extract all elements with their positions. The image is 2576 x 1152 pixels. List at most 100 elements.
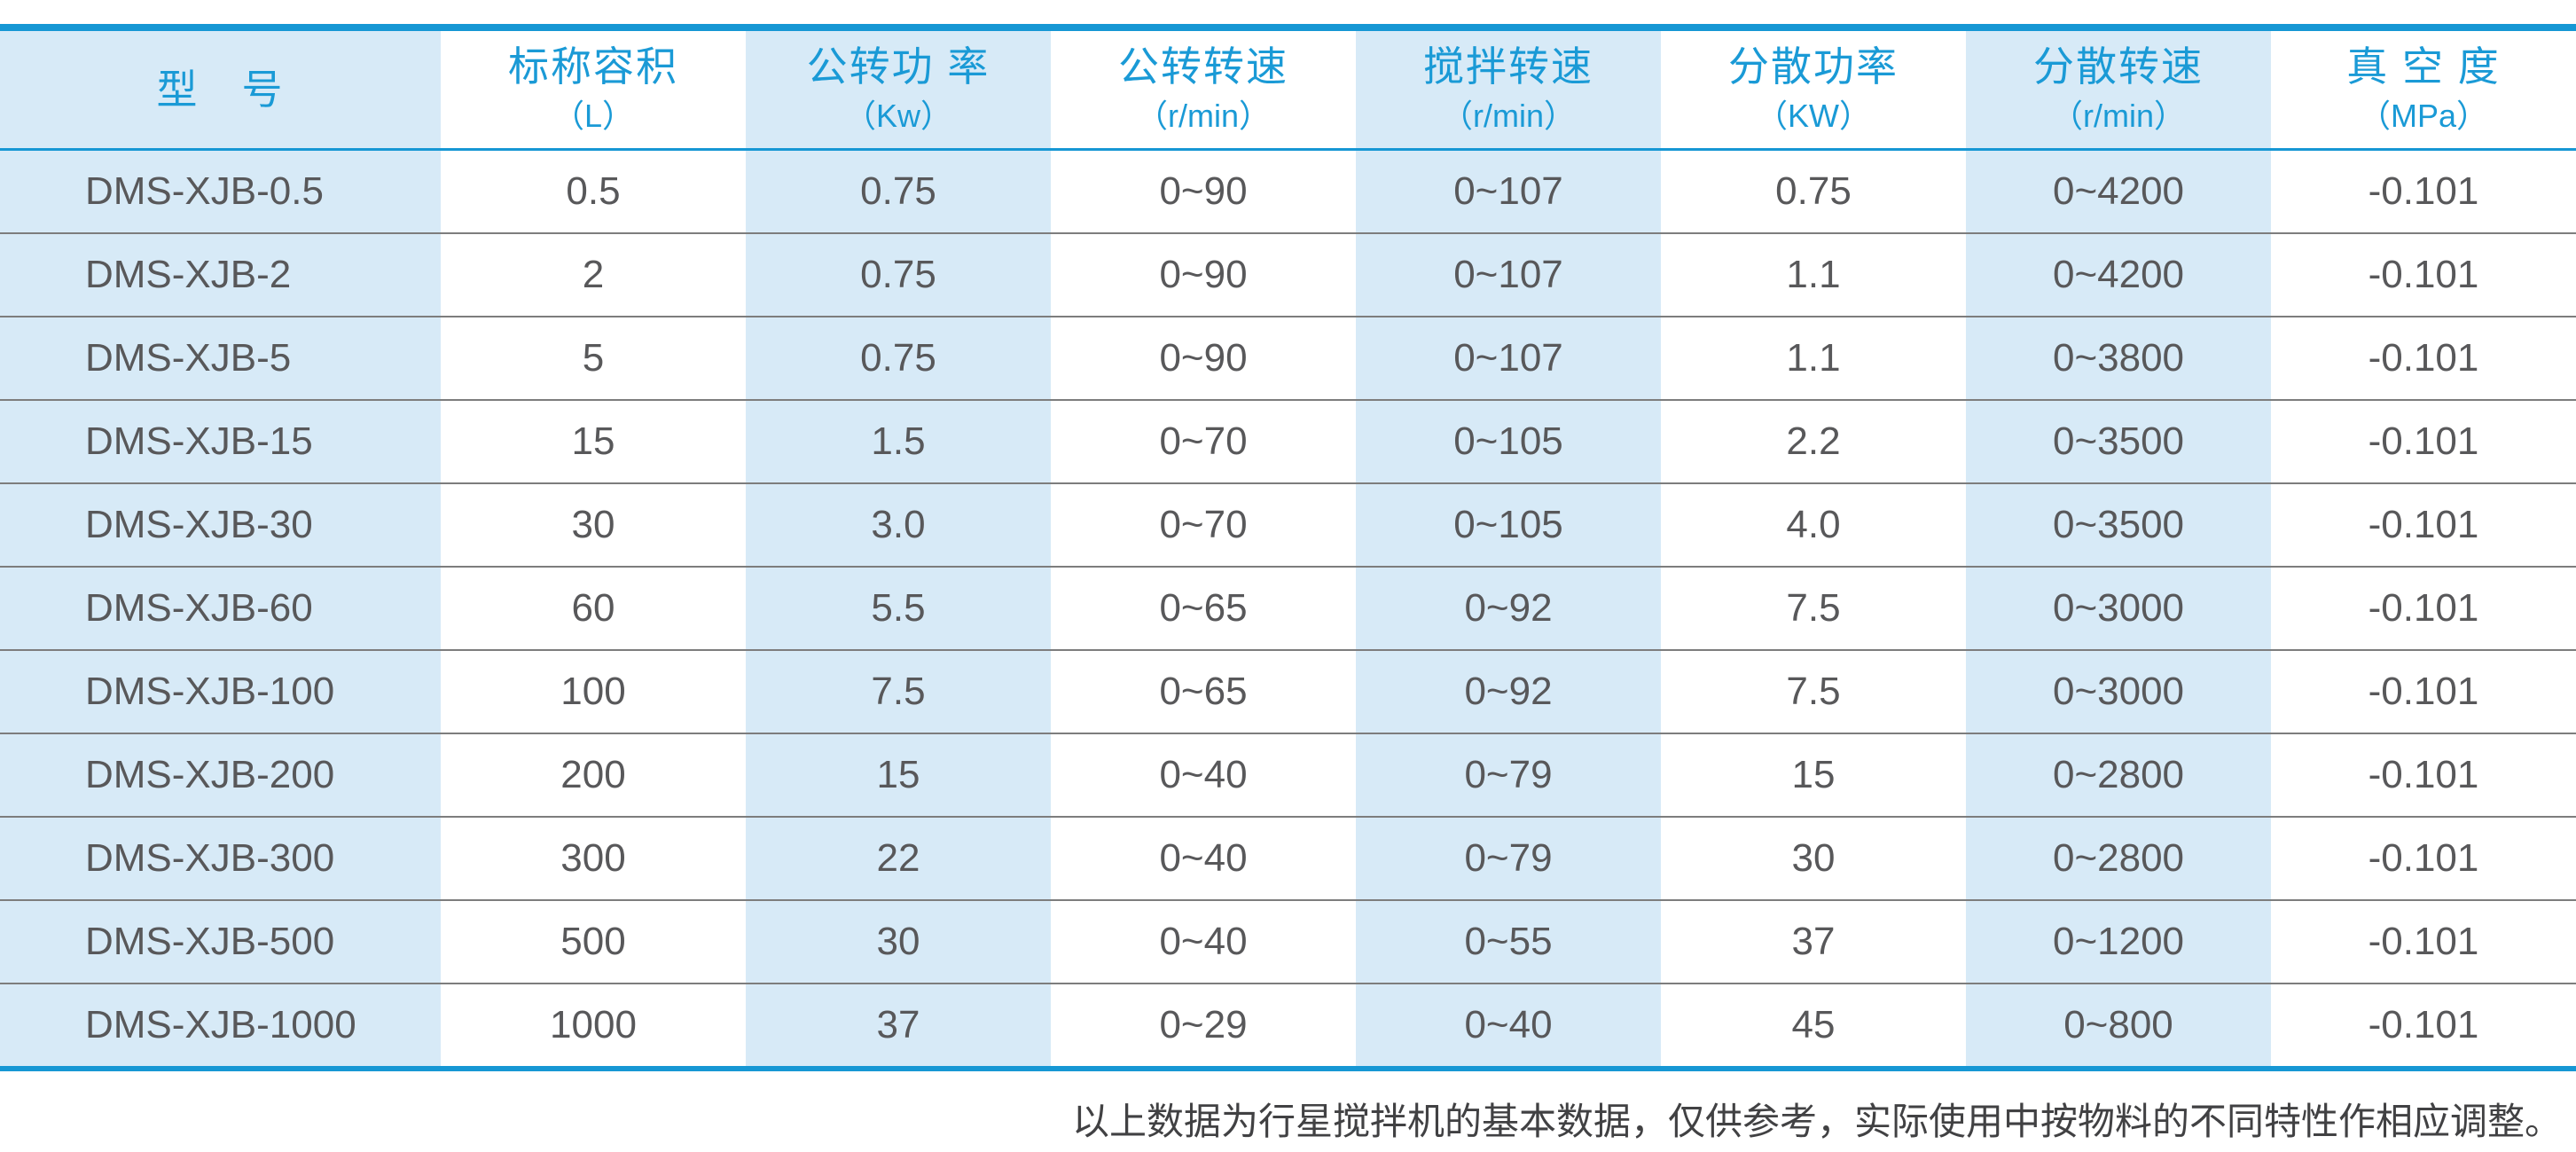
model-cell: DMS-XJB-15 — [0, 399, 441, 483]
value-cell: -0.101 — [2271, 899, 2576, 984]
value-cell: 0~3000 — [1966, 566, 2271, 650]
value-cell: 0~55 — [1356, 899, 1661, 984]
value-cell: -0.101 — [2271, 149, 2576, 233]
column-unit: （KW） — [1756, 98, 1871, 134]
model-cell: DMS-XJB-300 — [0, 816, 441, 900]
column-title: 公转功 率 — [806, 43, 990, 90]
value-cell: -0.101 — [2271, 232, 2576, 317]
value-cell: 0.5 — [441, 149, 746, 233]
column-unit: （r/min） — [1136, 98, 1271, 134]
model-cell: DMS-XJB-1000 — [0, 983, 441, 1069]
column-unit: （Kw） — [843, 98, 952, 134]
column-title: 公转转速 — [1118, 43, 1288, 90]
value-cell: 200 — [441, 733, 746, 817]
value-cell: 0~3000 — [1966, 649, 2271, 733]
value-cell: 1000 — [441, 983, 746, 1069]
value-cell: 100 — [441, 649, 746, 733]
value-cell: 0~40 — [1051, 816, 1356, 900]
table-row: DMS-XJB-5 5 0.75 0~90 0~107 1.1 0~3800 -0.101 — [0, 316, 2576, 400]
value-cell: 2 — [441, 232, 746, 317]
column-header: 分散功率 （KW） — [1661, 27, 1966, 151]
value-cell: 3.0 — [746, 482, 1051, 567]
column-title: 型 号 — [156, 67, 285, 113]
value-cell: 300 — [441, 816, 746, 900]
table-row: DMS-XJB-0.5 0.5 0.75 0~90 0~107 0.75 0~4200 -0.… — [0, 149, 2576, 233]
table-row: DMS-XJB-1000 1000 37 0~29 0~40 45 0~800 -0.101 — [0, 983, 2576, 1069]
value-cell: 0~40 — [1051, 899, 1356, 984]
column-unit: （L） — [552, 98, 635, 134]
table-row: DMS-XJB-2 2 0.75 0~90 0~107 1.1 0~4200 -0.101 — [0, 232, 2576, 317]
value-cell: 0~3500 — [1966, 399, 2271, 483]
value-cell: 15 — [441, 399, 746, 483]
value-cell: 0~3500 — [1966, 482, 2271, 567]
value-cell: 0~800 — [1966, 983, 2271, 1069]
value-cell: 0~2800 — [1966, 733, 2271, 817]
column-header: 搅拌转速 （r/min） — [1356, 27, 1661, 151]
value-cell: 0~4200 — [1966, 232, 2271, 317]
value-cell: 0.75 — [746, 149, 1051, 233]
value-cell: -0.101 — [2271, 399, 2576, 483]
value-cell: 15 — [1661, 733, 1966, 817]
planetary-mixer-spec-sheet: 型 号 标称容积 （L） 公转功 率 （Kw） 公转转速 （r/min） 搅拌转速 （r/min… — [0, 24, 2576, 1152]
value-cell: 0~90 — [1051, 232, 1356, 317]
table-row: DMS-XJB-100 100 7.5 0~65 0~92 7.5 0~3000 -0.101 — [0, 649, 2576, 733]
value-cell: 2.2 — [1661, 399, 1966, 483]
table-row: DMS-XJB-500 500 30 0~40 0~55 37 0~1200 -0.101 — [0, 899, 2576, 984]
value-cell: 30 — [441, 482, 746, 567]
column-header: 型 号 — [0, 27, 441, 151]
column-title: 分散功率 — [1728, 43, 1899, 90]
table-row: DMS-XJB-30 30 3.0 0~70 0~105 4.0 0~3500 -0.101 — [0, 482, 2576, 567]
column-header: 公转转速 （r/min） — [1051, 27, 1356, 151]
column-header: 公转功 率 （Kw） — [746, 27, 1051, 151]
table-row: DMS-XJB-300 300 22 0~40 0~79 30 0~2800 -0.101 — [0, 816, 2576, 900]
value-cell: 0~79 — [1356, 816, 1661, 900]
value-cell: 0~70 — [1051, 399, 1356, 483]
column-header: 真 空 度 （MPa） — [2271, 27, 2576, 151]
model-cell: DMS-XJB-2 — [0, 232, 441, 317]
column-title: 搅拌转速 — [1423, 43, 1593, 90]
value-cell: 5 — [441, 316, 746, 400]
value-cell: 1.1 — [1661, 232, 1966, 317]
value-cell: 0.75 — [1661, 149, 1966, 233]
value-cell: 0~2800 — [1966, 816, 2271, 900]
model-cell: DMS-XJB-30 — [0, 482, 441, 567]
model-cell: DMS-XJB-200 — [0, 733, 441, 817]
model-cell: DMS-XJB-500 — [0, 899, 441, 984]
value-cell: 0~107 — [1356, 232, 1661, 317]
value-cell: -0.101 — [2271, 733, 2576, 817]
value-cell: 30 — [1661, 816, 1966, 900]
column-title: 分散转速 — [2033, 43, 2204, 90]
value-cell: 0.75 — [746, 232, 1051, 317]
model-cell: DMS-XJB-5 — [0, 316, 441, 400]
table-row: DMS-XJB-15 15 1.5 0~70 0~105 2.2 0~3500 -0.101 — [0, 399, 2576, 483]
value-cell: -0.101 — [2271, 566, 2576, 650]
value-cell: 30 — [746, 899, 1051, 984]
value-cell: 0~105 — [1356, 482, 1661, 567]
value-cell: 4.0 — [1661, 482, 1966, 567]
table-row: DMS-XJB-60 60 5.5 0~65 0~92 7.5 0~3000 -0.101 — [0, 566, 2576, 650]
model-cell: DMS-XJB-0.5 — [0, 149, 441, 233]
value-cell: -0.101 — [2271, 482, 2576, 567]
column-title: 真 空 度 — [2346, 43, 2501, 90]
value-cell: 0~90 — [1051, 316, 1356, 400]
header-row: 型 号 标称容积 （L） 公转功 率 （Kw） 公转转速 （r/min） 搅拌转速 （r/min… — [0, 27, 2576, 151]
value-cell: -0.101 — [2271, 983, 2576, 1069]
model-cell: DMS-XJB-100 — [0, 649, 441, 733]
value-cell: -0.101 — [2271, 316, 2576, 400]
value-cell: 0~70 — [1051, 482, 1356, 567]
table-body: DMS-XJB-0.5 0.5 0.75 0~90 0~107 0.75 0~4200 -0.… — [0, 149, 2576, 1069]
value-cell: -0.101 — [2271, 816, 2576, 900]
value-cell: 37 — [746, 983, 1051, 1069]
table-header: 型 号 标称容积 （L） 公转功 率 （Kw） 公转转速 （r/min） 搅拌转速 （r/min… — [0, 27, 2576, 151]
column-unit: （r/min） — [1441, 98, 1576, 134]
table-row: DMS-XJB-200 200 15 0~40 0~79 15 0~2800 -0.101 — [0, 733, 2576, 817]
column-header: 分散转速 （r/min） — [1966, 27, 2271, 151]
value-cell: 7.5 — [1661, 566, 1966, 650]
value-cell: -0.101 — [2271, 649, 2576, 733]
value-cell: 500 — [441, 899, 746, 984]
value-cell: 0~90 — [1051, 149, 1356, 233]
value-cell: 0~105 — [1356, 399, 1661, 483]
column-unit: （MPa） — [2358, 98, 2489, 134]
value-cell: 5.5 — [746, 566, 1051, 650]
value-cell: 0~65 — [1051, 566, 1356, 650]
